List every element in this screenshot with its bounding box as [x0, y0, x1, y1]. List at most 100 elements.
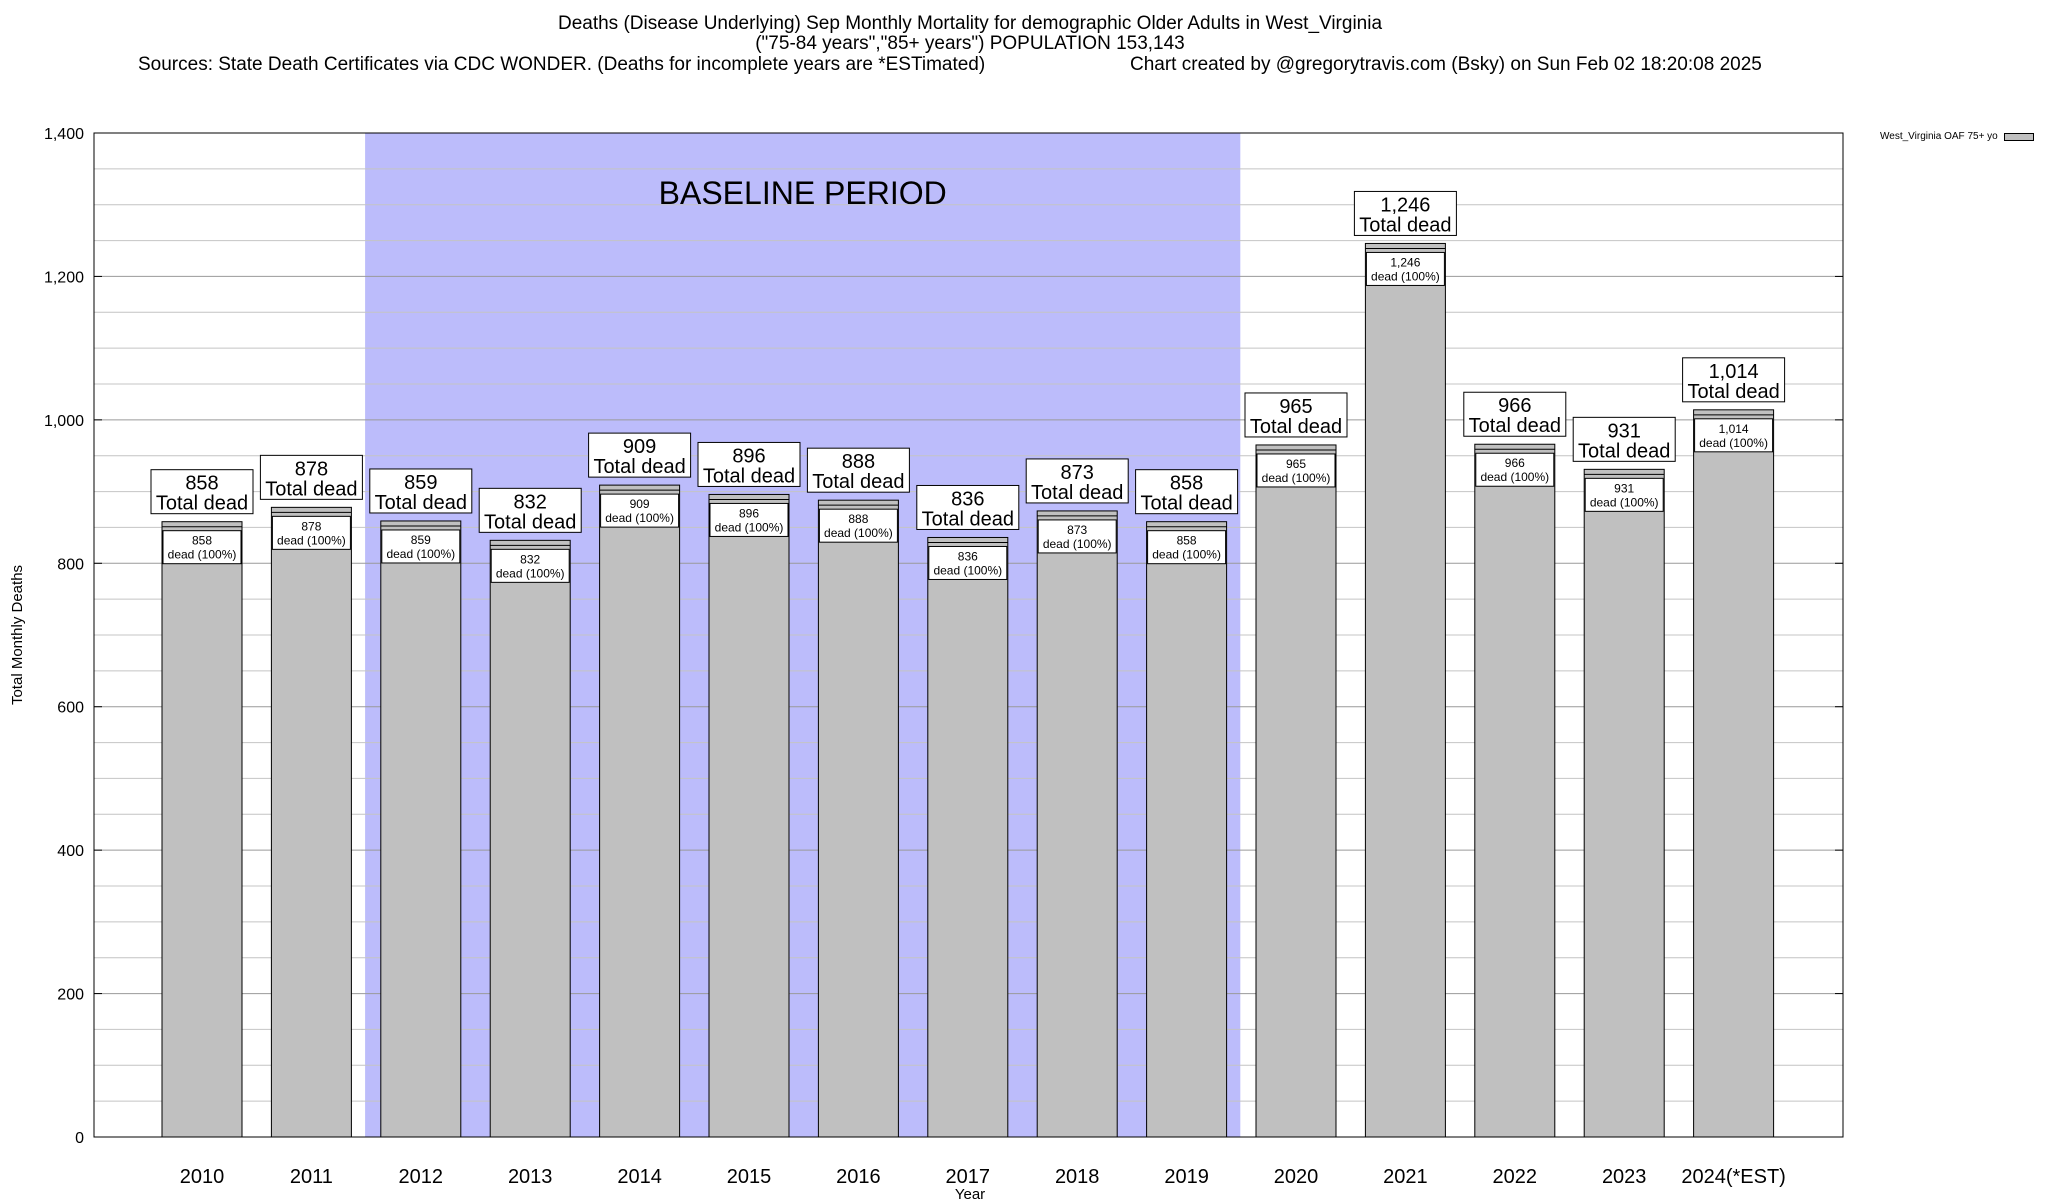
bar	[270, 506, 352, 1138]
total-label-box	[806, 447, 910, 493]
inner-label-box	[709, 502, 789, 537]
total-dead-label: Total dead	[484, 511, 576, 533]
inner-label-box	[1694, 418, 1774, 453]
total-dead-label: Total dead	[812, 471, 904, 493]
inner-value-label: 836	[958, 549, 978, 563]
x-tick-label: 2022	[1493, 1166, 1538, 1188]
total-label-box	[478, 487, 582, 533]
total-label-box	[1244, 392, 1348, 438]
bar	[380, 520, 462, 1138]
chart-subtitle: ("75-84 years","85+ years") POPULATION 1…	[755, 33, 1185, 54]
inner-dead-label: dead (100%)	[715, 520, 784, 534]
total-value-label: 931	[1608, 420, 1641, 442]
total-label-box	[1025, 458, 1129, 504]
total-label-box	[1572, 416, 1676, 462]
x-tick-label: 2013	[508, 1166, 553, 1188]
bar	[599, 484, 681, 1138]
inner-value-label: 1,246	[1390, 255, 1420, 269]
inner-label-box	[271, 515, 351, 550]
chart-title-block: Deaths (Disease Underlying) Sep Monthly …	[0, 14, 1940, 54]
x-tick-label: 2014	[617, 1166, 662, 1188]
inner-label-box	[1584, 477, 1664, 512]
x-tick-label: 2012	[399, 1166, 444, 1188]
y-tick-label: 200	[57, 987, 84, 1004]
bar	[1146, 521, 1228, 1138]
total-label-box	[1463, 391, 1567, 437]
total-label-box	[1135, 469, 1239, 515]
total-value-label: 858	[1170, 473, 1203, 495]
total-dead-label: Total dead	[1578, 440, 1670, 462]
y-tick-label: 0	[75, 1130, 84, 1147]
bar	[1255, 444, 1337, 1138]
total-dead-label: Total dead	[1359, 214, 1451, 236]
total-label-box	[150, 469, 254, 515]
y-tick-label: 1,400	[44, 126, 84, 143]
bar	[1474, 443, 1556, 1138]
total-value-label: 909	[623, 436, 656, 458]
y-tick-label: 400	[57, 843, 84, 860]
total-value-label: 873	[1061, 462, 1094, 484]
x-tick-label: 2016	[836, 1166, 881, 1188]
inner-value-label: 896	[739, 506, 759, 520]
total-label-box	[588, 432, 692, 478]
x-tick-label: 2011	[290, 1166, 333, 1188]
total-value-label: 966	[1498, 395, 1531, 417]
inner-value-label: 858	[1177, 534, 1197, 548]
legend-label: West_Virginia OAF 75+ yo	[1880, 131, 1998, 142]
legend-swatch	[2003, 132, 2034, 141]
inner-label-box	[381, 529, 461, 564]
total-value-label: 832	[514, 491, 547, 513]
x-tick-label: 2018	[1055, 1166, 1100, 1188]
total-dead-label: Total dead	[703, 465, 795, 487]
x-tick-label: 2015	[727, 1166, 772, 1188]
bar	[817, 499, 899, 1138]
inner-dead-label: dead (100%)	[933, 563, 1002, 577]
bar	[161, 521, 243, 1138]
inner-dead-label: dead (100%)	[605, 511, 674, 525]
x-tick-label: 2017	[946, 1166, 991, 1188]
bar	[1583, 468, 1665, 1138]
total-label-box	[369, 468, 473, 514]
total-value-label: 896	[732, 445, 765, 467]
plot-frame	[93, 132, 1844, 1138]
inner-label-box	[818, 508, 898, 543]
inner-dead-label: dead (100%)	[386, 547, 455, 561]
total-dead-label: Total dead	[1140, 493, 1232, 515]
inner-dead-label: dead (100%)	[1043, 537, 1112, 551]
inner-value-label: 878	[301, 519, 321, 533]
total-label-box	[697, 441, 801, 487]
x-axis-label: Year	[955, 1186, 985, 1200]
bar	[708, 493, 790, 1138]
inner-dead-label: dead (100%)	[496, 566, 565, 580]
inner-dead-label: dead (100%)	[1262, 471, 1331, 485]
total-value-label: 1,246	[1380, 194, 1430, 216]
inner-label-box	[1147, 530, 1227, 565]
bar	[1036, 510, 1118, 1138]
y-tick-label: 1,200	[44, 269, 84, 286]
total-label-box	[916, 484, 1020, 530]
x-tick-label: 2010	[180, 1166, 225, 1188]
total-dead-label: Total dead	[265, 478, 357, 500]
total-dead-label: Total dead	[1031, 482, 1123, 504]
x-tick-label: 2023	[1602, 1166, 1647, 1188]
chart-legend: West_Virginia OAF 75+ yo	[1880, 131, 2034, 142]
bar	[489, 539, 571, 1138]
inner-label-box	[600, 493, 680, 528]
x-tick-label: 2021	[1383, 1166, 1428, 1188]
inner-label-box	[1475, 452, 1555, 487]
inner-dead-label: dead (100%)	[824, 526, 893, 540]
y-axis-label: Total Monthly Deaths	[9, 565, 26, 705]
inner-dead-label: dead (100%)	[1590, 495, 1659, 509]
bar	[1693, 409, 1775, 1138]
total-value-label: 859	[404, 472, 437, 494]
total-label-box	[259, 454, 363, 500]
total-value-label: 858	[185, 473, 218, 495]
inner-label-box	[1365, 251, 1445, 286]
inner-label-box	[162, 530, 242, 565]
bar	[1364, 242, 1446, 1138]
total-label-box	[1682, 357, 1786, 403]
inner-dead-label: dead (100%)	[1699, 436, 1768, 450]
inner-dead-label: dead (100%)	[1152, 548, 1221, 562]
x-tick-label: 2024(*EST)	[1681, 1166, 1786, 1188]
bar	[927, 536, 1009, 1138]
